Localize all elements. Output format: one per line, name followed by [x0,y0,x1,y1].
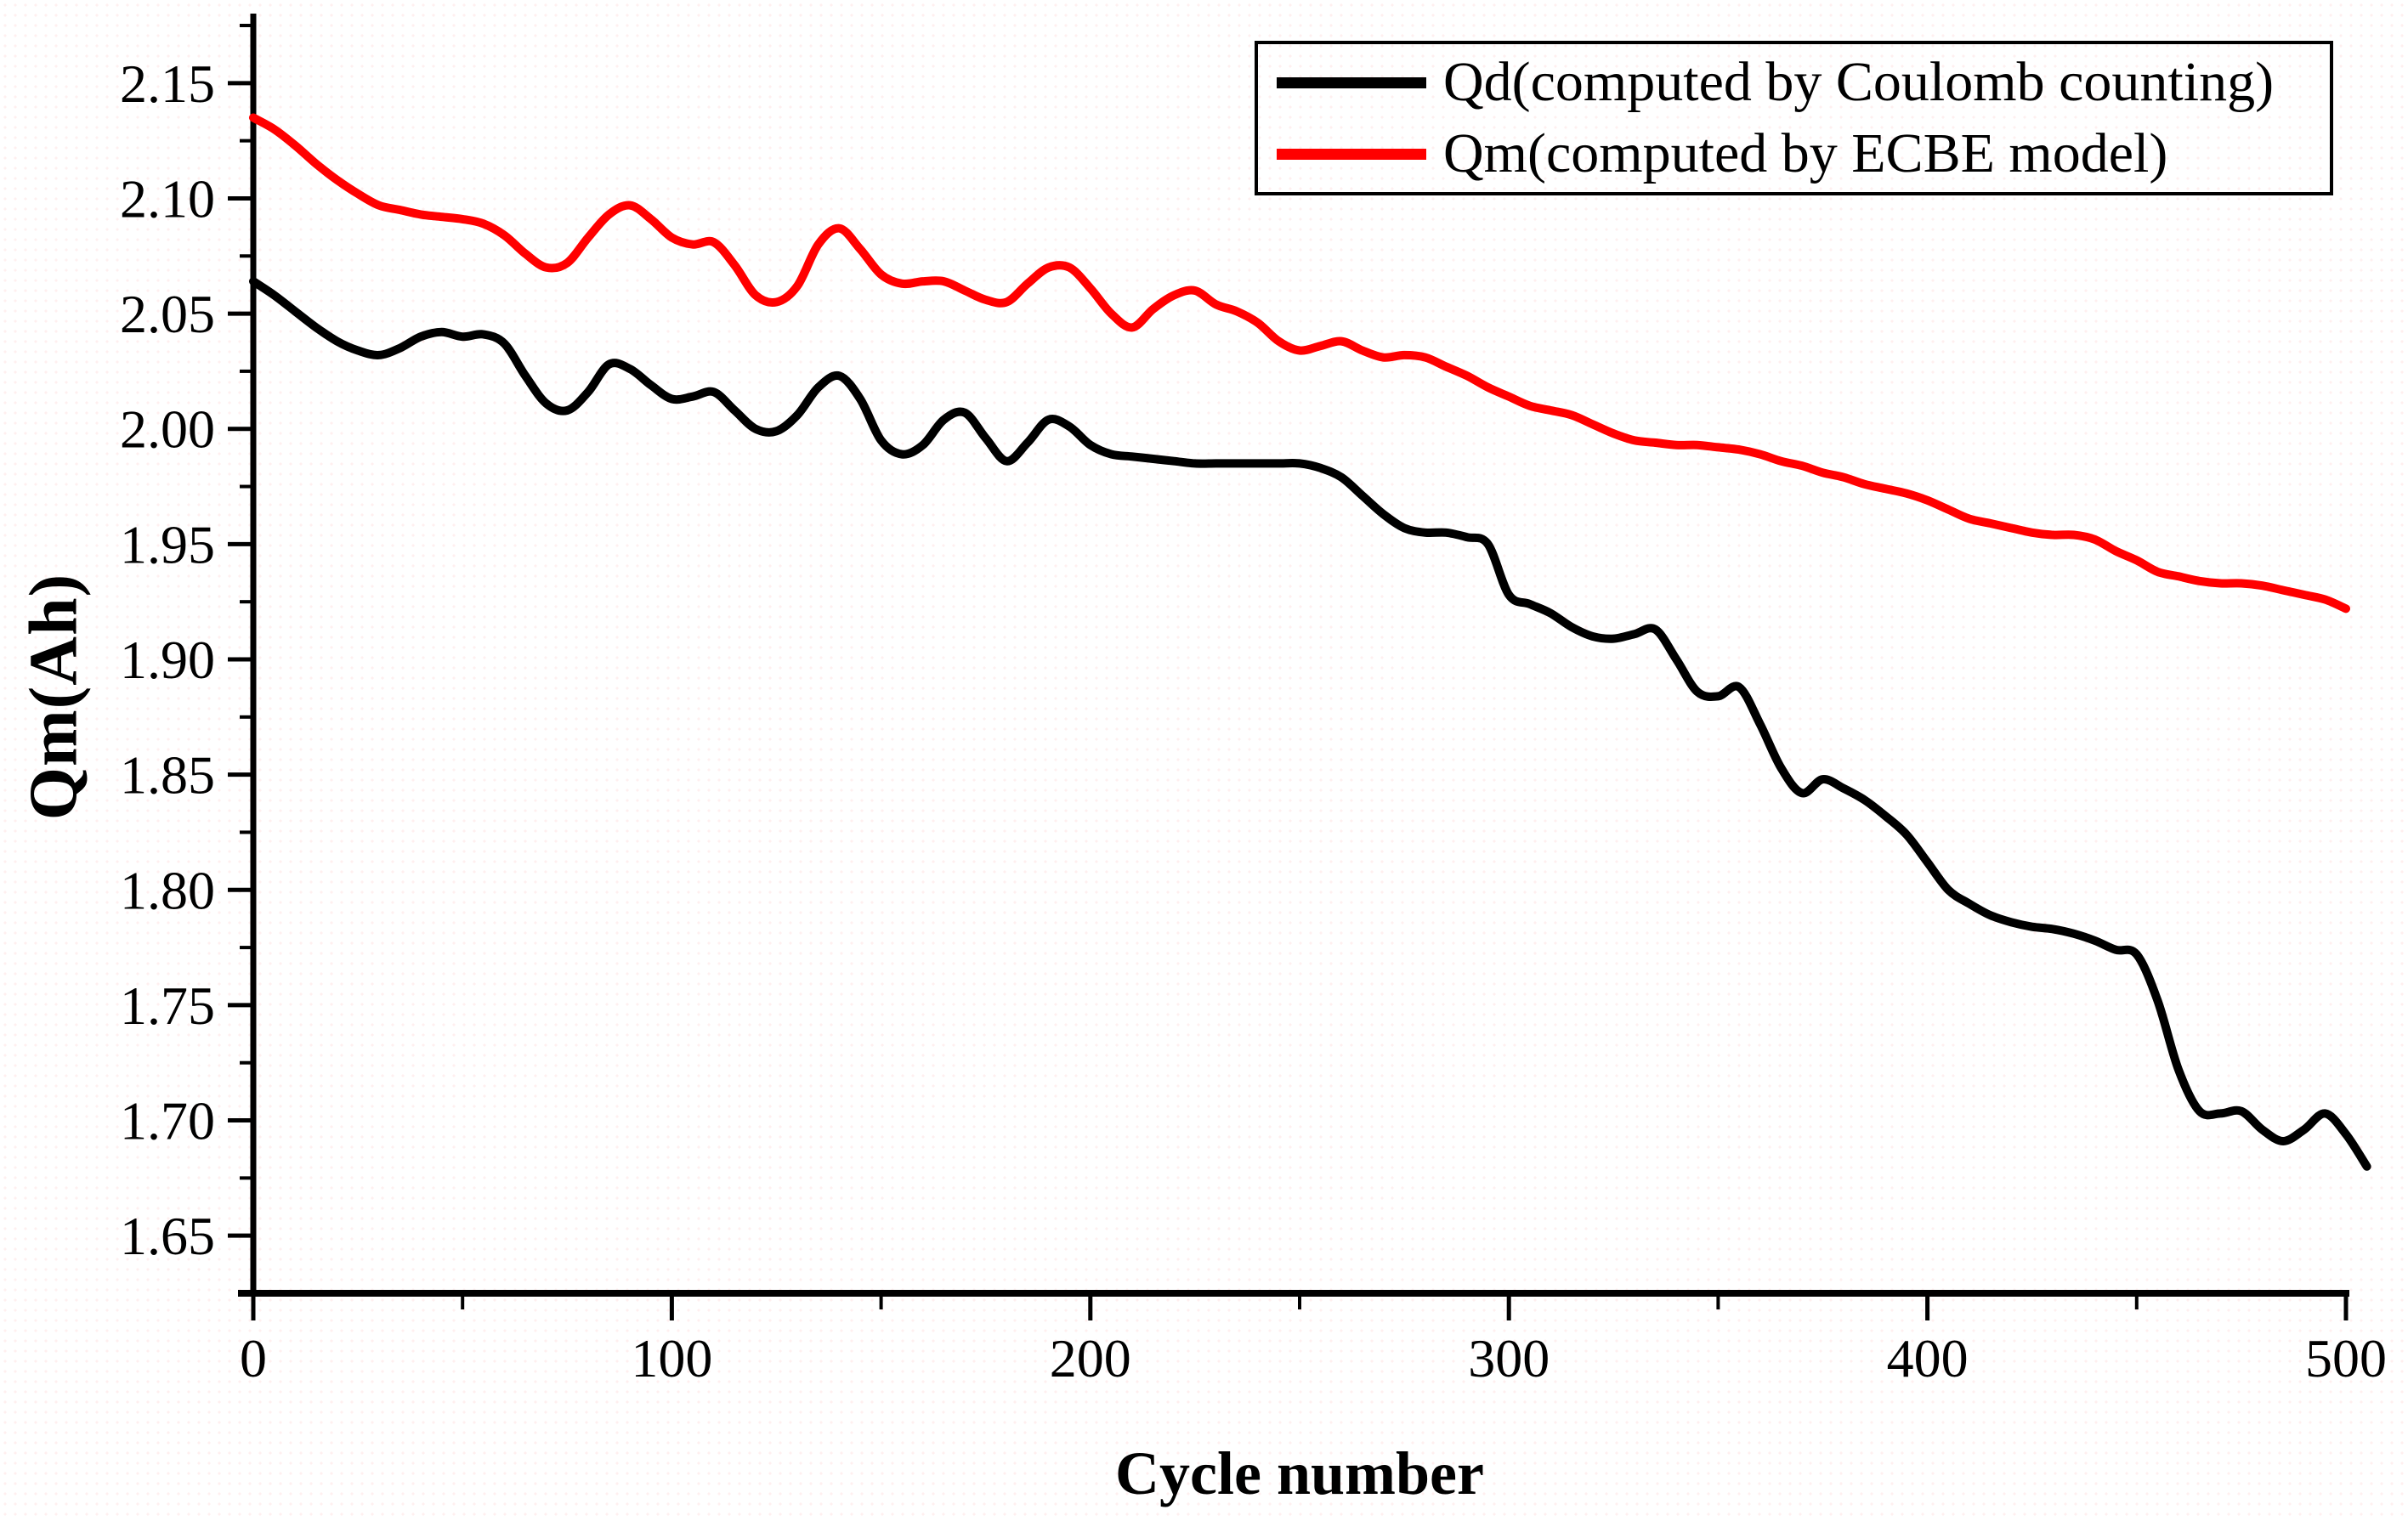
y-tick-label: 1.70 [120,1091,215,1151]
legend-label-qd: Qd(computed by Coulomb counting) [1443,51,2275,113]
x-tick-label: 300 [1468,1328,1550,1388]
y-tick-label: 1.75 [120,975,215,1036]
y-tick-label: 1.80 [120,860,215,920]
x-tick-label: 400 [1887,1328,1969,1388]
y-axis-title: Qm(Ah) [16,573,92,821]
x-axis-title: Cycle number [1115,1439,1484,1507]
legend-line-sample-qm [1277,148,1426,160]
qm-series-line [249,113,2350,613]
y-tick-label: 1.90 [120,630,215,690]
legend-line-sample-qd [1277,76,1426,88]
x-axis: 0 100 200 300 400 500 [238,1290,2387,1388]
y-tick-label: 1.85 [120,745,215,806]
x-tick-label: 500 [2305,1328,2387,1388]
legend-entry-qm: Qm(computed by ECBE model) [1258,118,2330,189]
y-tick-label: 2.05 [120,284,215,344]
x-tick-label: 200 [1050,1328,1131,1388]
y-tick-label: 2.10 [120,168,215,229]
x-tick-label: 100 [631,1328,712,1388]
y-tick-label: 2.00 [120,399,215,460]
x-tick-label: 0 [240,1328,267,1388]
y-tick-label: 1.95 [120,514,215,574]
y-tick-label: 2.15 [120,54,215,114]
legend: Qd(computed by Coulomb counting) Qm(comp… [1255,41,2333,195]
qd-series-line [249,277,2371,1171]
y-tick-label: 1.65 [120,1206,215,1266]
y-axis: 1.65 1.70 1.75 1.80 1.85 1.90 1.95 2.00 2.05 2.10… [120,14,257,1296]
legend-label-qm: Qm(computed by ECBE model) [1443,122,2168,184]
legend-entry-qd: Qd(computed by Coulomb counting) [1258,47,2330,118]
